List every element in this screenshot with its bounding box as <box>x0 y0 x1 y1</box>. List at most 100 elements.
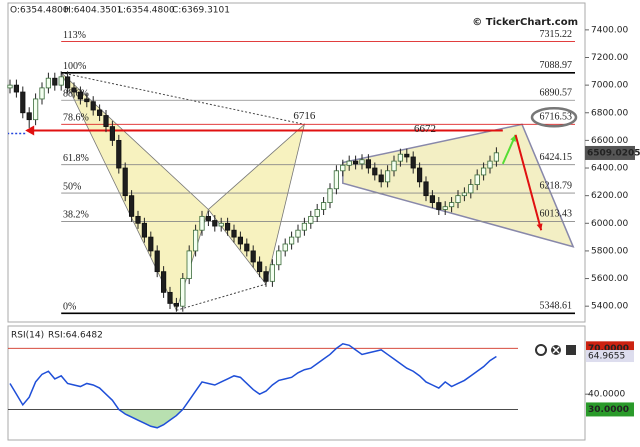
settings-icon[interactable] <box>535 344 547 356</box>
rsi-marker-box <box>586 350 634 363</box>
header-low: L:6354.4800 <box>118 6 175 16</box>
candle-body <box>327 188 333 203</box>
candle-body <box>276 250 282 266</box>
y-tick-label: 40.0000 <box>588 390 625 400</box>
candle-body <box>487 160 493 169</box>
level-arrow-head <box>25 125 35 136</box>
candle-body <box>186 250 192 279</box>
fib-percent-label: 0% <box>63 302 76 313</box>
candle-body <box>468 184 474 194</box>
candle-body <box>218 222 224 227</box>
rsi-marker-label: 64.9655 <box>588 352 625 362</box>
fib-price-label: 6890.57 <box>540 88 573 99</box>
candle-body <box>314 209 320 217</box>
candle-body <box>308 215 314 224</box>
candle-body <box>359 159 365 165</box>
candle-body <box>301 222 308 231</box>
candle-body <box>148 236 154 252</box>
candle-body <box>416 167 423 183</box>
fib-price-label: 5348.61 <box>540 301 573 312</box>
candle-body <box>282 243 288 252</box>
candle-body <box>346 160 352 166</box>
candle-body <box>160 271 167 293</box>
header-open: O:6354.4800 <box>10 6 69 16</box>
projection-arrow-head <box>536 223 543 231</box>
candle-body <box>448 202 455 208</box>
candle-body <box>269 264 276 282</box>
candle-body <box>45 77 52 89</box>
candle-body <box>192 229 199 252</box>
candle-body <box>7 84 13 89</box>
candle-body <box>391 160 397 172</box>
candle-body <box>397 153 404 162</box>
y-tick-label: 7200.00 <box>591 53 628 63</box>
candle-body <box>128 195 135 217</box>
candle-body <box>33 98 39 121</box>
candle-body <box>493 152 500 162</box>
pattern-triangle <box>60 72 209 312</box>
fib-price-label: 6716.53 <box>540 112 573 123</box>
fib-percent-label: 38.2% <box>63 210 89 221</box>
candle-body <box>436 202 442 210</box>
projection-arrow <box>514 134 543 231</box>
candle-body <box>263 271 269 282</box>
candle-body <box>423 181 429 197</box>
candle-body <box>410 156 416 169</box>
fib-percent-label: 88.6% <box>63 89 89 100</box>
candle-body <box>173 303 179 307</box>
main-panel <box>7 2 586 323</box>
main-layer: 6716 113% 7315.22 100% 7088.97 88.6% 6890.57 78… <box>7 25 640 315</box>
rsi-legend: RSI:64.6482 <box>48 331 103 341</box>
rsi-level-box <box>586 402 634 417</box>
watermark: © TickerChart.com <box>472 17 578 28</box>
candle-body <box>442 206 448 210</box>
candle-body <box>212 220 218 227</box>
pattern-d-label: 6716 <box>293 110 316 122</box>
candle-body <box>39 87 45 100</box>
last-price-box <box>585 145 635 160</box>
close-icon-x <box>552 346 560 354</box>
candle-body <box>256 261 263 273</box>
rsi-title: RSI(14) <box>11 331 44 341</box>
candle-body <box>365 159 372 169</box>
y-tick-label: 30.0000 <box>588 405 629 415</box>
candle-body <box>237 236 243 245</box>
fib-percent-label: 78.6% <box>63 113 89 124</box>
candle-body <box>250 250 256 263</box>
candle-body <box>288 236 295 245</box>
candle-body <box>205 215 211 221</box>
y-tick-label: 6800.00 <box>591 108 628 118</box>
rsi-panel <box>7 325 586 441</box>
candle-body <box>122 167 128 197</box>
fib-price-label: 6218.79 <box>540 180 573 191</box>
candle-body <box>103 115 109 127</box>
candle-body <box>97 109 103 116</box>
candle-body <box>154 250 160 273</box>
candle-body <box>180 278 186 307</box>
y-tick-label: 6600.00 <box>591 136 628 146</box>
candle-body <box>141 222 147 238</box>
candle-body <box>474 174 480 186</box>
candle-body <box>231 229 237 238</box>
y-tick-label: 7400.00 <box>591 25 628 35</box>
fib-price-label: 7315.22 <box>540 29 573 40</box>
candle-body <box>320 202 327 210</box>
candle-body <box>378 174 384 183</box>
pattern-dotted-line <box>61 72 305 125</box>
fib-percent-label: 100% <box>63 61 86 72</box>
candle-body <box>13 84 19 93</box>
level-label: 6672 <box>414 123 436 135</box>
y-tick-label: 5400.00 <box>591 302 628 312</box>
candle-body <box>480 167 487 176</box>
candle-body <box>20 91 26 114</box>
candle-body <box>340 164 346 172</box>
candle-body <box>455 195 461 203</box>
minimize-icon[interactable] <box>566 345 576 355</box>
candle-body <box>84 98 90 103</box>
last-price-label: 6509.0205 <box>587 148 640 158</box>
rsi-line <box>9 342 497 429</box>
panel-icons <box>535 344 576 356</box>
candle-body <box>65 76 71 89</box>
